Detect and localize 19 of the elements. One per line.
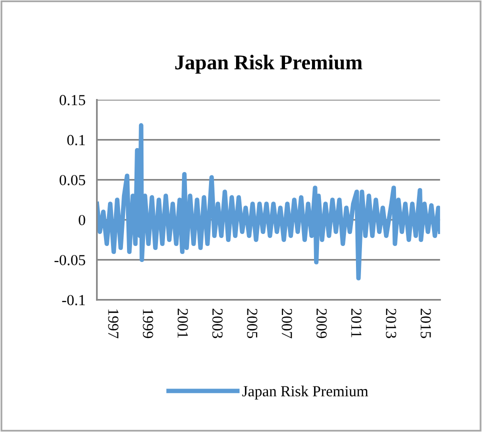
x-tick-label: 2005 [247,308,258,338]
x-tick-label: 2013 [386,308,396,338]
x-tick-label: 1999 [142,309,154,338]
x-tick-label: 2011 [351,308,362,338]
y-tick-label: 0.15 [60,94,86,106]
x-tick-label: 2015 [420,308,431,338]
x-tick-label: 2009 [316,308,327,338]
y-tick-label: -0.1 [62,294,85,306]
y-tick-label: 0.1 [67,134,85,146]
x-tick-label: 2007 [282,308,292,338]
y-tick-label: -0.05 [54,254,86,266]
chart-title: Japan Risk Premium [175,54,362,74]
y-tick-label: 0 [78,214,86,226]
x-tick-label: 2003 [212,308,223,338]
x-tick-label: 1997 [108,309,118,338]
legend-label: Japan Risk Premium [242,386,368,400]
y-tick-label: 0.05 [60,174,86,186]
x-tick-label: 2001 [178,308,188,338]
line-series [96,123,440,280]
